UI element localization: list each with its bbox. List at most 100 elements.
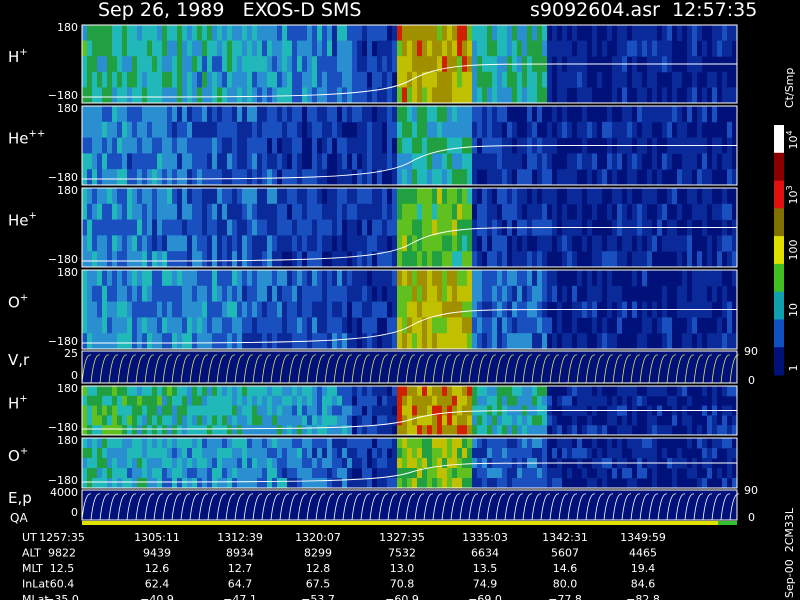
texture <box>507 317 512 334</box>
texture <box>412 438 417 449</box>
texture <box>127 71 132 88</box>
texture <box>182 235 187 252</box>
texture <box>87 121 92 139</box>
texture <box>462 425 467 436</box>
texture <box>102 301 107 318</box>
texture <box>367 478 372 489</box>
texture <box>162 169 167 186</box>
texture <box>592 438 597 449</box>
texture <box>697 169 702 186</box>
texture <box>732 415 737 426</box>
texture <box>412 478 417 489</box>
texture <box>467 478 472 489</box>
texture <box>162 317 167 334</box>
texture <box>357 40 362 57</box>
texture <box>167 285 172 303</box>
texture <box>122 153 127 170</box>
texture <box>117 188 122 205</box>
texture <box>622 121 627 139</box>
texture <box>342 106 347 123</box>
texture <box>457 386 462 397</box>
texture <box>107 251 112 268</box>
texture <box>687 333 692 350</box>
texture <box>702 438 707 449</box>
texture <box>222 405 227 416</box>
texture <box>372 301 377 318</box>
texture <box>247 169 252 186</box>
texture <box>512 87 517 104</box>
texture <box>127 121 132 139</box>
texture <box>327 188 332 205</box>
texture <box>627 188 632 205</box>
texture <box>357 121 362 139</box>
texture <box>222 219 227 236</box>
texture <box>82 317 87 334</box>
texture <box>592 188 597 205</box>
texture <box>122 25 127 42</box>
axis-right-bottom: 0 <box>748 511 755 524</box>
texture <box>162 219 167 236</box>
texture <box>97 188 102 205</box>
texture <box>667 235 672 252</box>
texture <box>122 56 127 73</box>
texture <box>397 56 402 73</box>
texture <box>247 121 252 139</box>
texture <box>102 40 107 57</box>
texture <box>147 235 152 252</box>
texture <box>517 25 522 42</box>
texture <box>697 121 702 139</box>
texture <box>172 270 177 287</box>
texture <box>127 458 132 469</box>
texture <box>92 317 97 334</box>
texture <box>307 40 312 57</box>
texture <box>547 188 552 205</box>
texture <box>347 415 352 426</box>
texture <box>277 153 282 170</box>
texture <box>312 285 317 303</box>
texture <box>642 25 647 42</box>
texture <box>312 468 317 479</box>
texture <box>382 478 387 489</box>
texture <box>312 121 317 139</box>
texture <box>517 251 522 268</box>
texture <box>612 448 617 459</box>
texture <box>232 415 237 426</box>
texture <box>352 386 357 397</box>
texture <box>682 333 687 350</box>
texture <box>247 458 252 469</box>
texture <box>152 203 157 221</box>
texture <box>342 386 347 397</box>
texture <box>552 285 557 303</box>
texture <box>177 169 182 186</box>
cell: 70.8 <box>390 578 415 591</box>
texture <box>452 317 457 334</box>
texture <box>272 169 277 186</box>
texture <box>572 415 577 426</box>
texture <box>482 415 487 426</box>
texture <box>587 285 592 303</box>
texture <box>642 203 647 221</box>
texture <box>217 25 222 42</box>
texture <box>402 56 407 73</box>
texture <box>362 438 367 449</box>
texture <box>462 251 467 268</box>
texture <box>352 251 357 268</box>
texture <box>477 106 482 123</box>
texture <box>157 106 162 123</box>
texture <box>352 285 357 303</box>
texture <box>142 169 147 186</box>
texture <box>117 438 122 449</box>
texture <box>517 395 522 407</box>
texture <box>522 25 527 42</box>
texture <box>417 87 422 104</box>
texture <box>307 317 312 334</box>
texture <box>307 415 312 426</box>
texture <box>147 137 152 154</box>
texture <box>412 386 417 397</box>
texture <box>502 106 507 123</box>
texture <box>107 203 112 221</box>
texture <box>247 251 252 268</box>
texture <box>197 106 202 123</box>
texture <box>572 251 577 268</box>
texture <box>442 235 447 252</box>
